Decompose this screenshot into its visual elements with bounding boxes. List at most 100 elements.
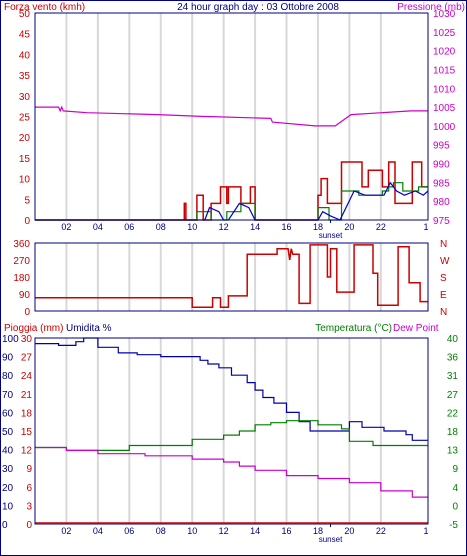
humidity-tick-label: 40: [2, 446, 14, 457]
pressure-tick-label: 1015: [433, 65, 456, 76]
wind-tick-label: 5: [24, 195, 30, 206]
dewpoint-axis-title: Dew Point: [393, 323, 439, 334]
direction-tick-label: 270: [13, 256, 30, 267]
humidity-tick-label: 60: [2, 408, 14, 419]
series-dewpoint: [35, 446, 428, 498]
compass-tick-label: N: [440, 307, 447, 318]
compass-tick-label: N: [440, 239, 447, 250]
pressure-tick-label: 1025: [433, 28, 456, 39]
x-tick-label: 22: [376, 222, 386, 232]
rain-tick-label: 27: [21, 353, 33, 364]
x-tick-label: 02: [61, 222, 71, 232]
x-tick-label: 14: [250, 526, 260, 536]
wind-pressure-panel-frame: [34, 12, 429, 221]
x-tick-label: 16: [282, 222, 292, 232]
temperature-tick-label: 31: [447, 371, 459, 382]
pressure-tick-label: 975: [433, 216, 450, 227]
rain-tick-label: 6: [26, 483, 32, 494]
sunset-label: sunset: [319, 231, 343, 240]
x-tick-label: 04: [93, 222, 103, 232]
x-tick-label: 18: [313, 222, 323, 232]
series-temperature: [35, 420, 428, 451]
humidity-tick-label: 50: [2, 427, 14, 438]
x-tick-label: 1: [423, 526, 428, 536]
rain-tick-label: 15: [21, 427, 33, 438]
pressure-axis-title: Pressione (mb): [397, 2, 465, 13]
direction-tick-label: 180: [13, 273, 30, 284]
pressure-tick-label: 1000: [433, 122, 456, 133]
x-tick-label: 1: [423, 222, 428, 232]
x-tick-label: 20: [344, 222, 354, 232]
humidity-tick-label: 90: [2, 353, 14, 364]
direction-tick-label: 0: [24, 307, 30, 318]
pressure-tick-label: 985: [433, 178, 450, 189]
x-tick-label: 12: [219, 222, 229, 232]
pressure-tick-label: 995: [433, 141, 450, 152]
x-tick-label: 04: [93, 526, 103, 536]
rain-humidity-temperature-panel-frame: [34, 337, 429, 525]
x-tick-label: 02: [61, 526, 71, 536]
humidity-tick-label: 80: [2, 371, 14, 382]
temperature-tick-label: 36: [447, 353, 459, 364]
rain-tick-label: 0: [26, 520, 32, 531]
humidity-tick-label: 20: [2, 483, 14, 494]
sunset-label: sunset: [319, 535, 343, 544]
wind-tick-label: 0: [24, 216, 30, 227]
pressure-tick-label: 1020: [433, 47, 456, 58]
humidity-tick-label: 0: [2, 520, 8, 531]
x-tick-label: 16: [282, 526, 292, 536]
wind-tick-label: 10: [19, 175, 31, 186]
pressure-tick-label: 990: [433, 160, 450, 171]
humidity-tick-label: 10: [2, 501, 14, 512]
temperature-tick-label: -5: [449, 520, 458, 531]
x-tick-label: 10: [187, 526, 197, 536]
wind-tick-label: 50: [19, 9, 31, 20]
x-tick-label: 18: [313, 526, 323, 536]
pressure-tick-label: 980: [433, 197, 450, 208]
series-wind_dir_avg: [35, 181, 429, 221]
rain-axis-title: Pioggia (mm): [4, 323, 63, 334]
wind-axis-title: Forza vento (kmh): [4, 2, 85, 13]
pressure-tick-label: 1005: [433, 103, 456, 114]
humidity-tick-label: 100: [2, 334, 19, 345]
pressure-tick-label: 1010: [433, 84, 456, 95]
compass-tick-label: E: [440, 290, 447, 301]
rain-tick-label: 9: [26, 464, 32, 475]
pressure-tick-label: 1030: [433, 9, 456, 20]
rain-tick-label: 12: [21, 446, 33, 457]
wind-tick-label: 25: [19, 113, 31, 124]
x-tick-label: 08: [156, 222, 166, 232]
rain-tick-label: 21: [21, 390, 33, 401]
series-dir: [35, 244, 428, 308]
x-tick-label: 14: [250, 222, 260, 232]
temperature-tick-label: 13: [447, 446, 459, 457]
wind-tick-label: 45: [19, 30, 31, 41]
temperature-tick-label: 18: [447, 427, 459, 438]
x-tick-label: 06: [124, 526, 134, 536]
direction-tick-label: 360: [13, 239, 30, 250]
x-tick-label: 08: [156, 526, 166, 536]
rain-tick-label: 30: [21, 334, 33, 345]
compass-tick-label: S: [440, 273, 447, 284]
humidity-tick-label: 70: [2, 390, 14, 401]
temperature-tick-label: 40: [447, 334, 459, 345]
series-pressure: [35, 105, 428, 127]
rain-tick-label: 18: [21, 408, 33, 419]
wind-tick-label: 30: [19, 92, 31, 103]
direction-tick-label: 90: [19, 290, 31, 301]
chart-title: 24 hour graph day : 03 Ottobre 2008: [177, 2, 339, 13]
x-tick-label: 20: [344, 526, 354, 536]
wind-tick-label: 35: [19, 71, 31, 82]
temperature-tick-label: 0: [452, 501, 458, 512]
temperature-tick-label: 9: [452, 464, 458, 475]
wind-tick-label: 15: [19, 154, 31, 165]
wind-direction-panel-frame: [34, 242, 429, 312]
x-tick-label: 06: [124, 222, 134, 232]
humidity-tick-label: 30: [2, 464, 14, 475]
wind-tick-label: 20: [19, 133, 31, 144]
temperature-axis-title: Temperatura (°C): [315, 323, 392, 334]
x-tick-label: 22: [376, 526, 386, 536]
